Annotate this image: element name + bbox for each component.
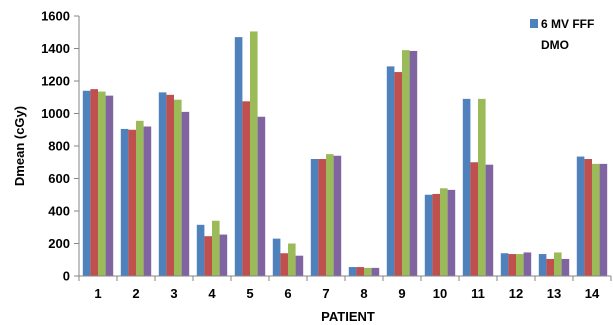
x-tick-label: 1 [94, 286, 101, 301]
bar-6-mv-fff-patient-9 [386, 66, 395, 277]
bar-series-4-patient-9 [409, 50, 418, 276]
bar-dmo-patient-4 [204, 236, 212, 276]
bar-dmo-patient-10 [432, 193, 440, 276]
y-tick-label: 600 [48, 171, 70, 186]
bar-6-mv-fff-patient-3 [158, 92, 167, 277]
x-tick-label: 14 [585, 286, 600, 301]
bar-dmo-patient-12 [508, 254, 516, 276]
bar-dmo-patient-6 [280, 253, 288, 276]
x-tick-label: 13 [547, 286, 561, 301]
bar-series-4-patient-3 [181, 111, 190, 277]
bar-series-4-patient-7 [333, 155, 342, 276]
bar-series-4-patient-6 [295, 255, 304, 276]
bar-6-mv-fff-patient-6 [272, 238, 281, 277]
bar-series-3-patient-6 [288, 243, 296, 276]
x-tick-label: 3 [170, 286, 177, 301]
bar-series-3-patient-12 [516, 254, 524, 276]
bar-series-3-patient-11 [478, 98, 486, 277]
bar-6-mv-fff-patient-13 [538, 254, 547, 276]
bar-dmo-patient-5 [242, 101, 250, 276]
x-tick-label: 2 [132, 286, 139, 301]
x-tick-label: 8 [360, 286, 367, 301]
bar-dmo-patient-2 [128, 129, 136, 276]
bar-series-4-patient-2 [143, 126, 152, 276]
bar-series-4-patient-4 [219, 234, 228, 276]
bar-6-mv-fff-patient-1 [82, 90, 91, 276]
bar-series-3-patient-5 [250, 31, 258, 276]
y-tick-label: 800 [48, 139, 70, 154]
y-tick-label: 200 [48, 236, 70, 251]
bar-series-4-patient-13 [561, 258, 570, 276]
bar-dmo-patient-11 [470, 162, 478, 276]
y-tick-label: 400 [48, 204, 70, 219]
bar-series-3-patient-10 [440, 188, 448, 276]
x-tick-label: 10 [433, 286, 447, 301]
bar-dmo-patient-3 [166, 94, 174, 276]
bar-series-4-patient-14 [599, 163, 608, 277]
x-tick-label: 11 [471, 286, 485, 301]
y-tick-label: 1400 [41, 41, 70, 56]
bar-dmo-patient-8 [356, 267, 364, 276]
y-axis-title: Dmean (cGy) [12, 106, 27, 186]
bar-series-4-patient-8 [371, 267, 380, 277]
y-tick-label: 1600 [41, 9, 70, 24]
bar-6-mv-fff-patient-14 [576, 156, 585, 276]
bar-series-3-patient-3 [174, 99, 182, 276]
bar-6-mv-fff-patient-2 [120, 128, 129, 276]
y-tick-label: 1000 [41, 106, 70, 121]
x-tick-label: 9 [398, 286, 405, 301]
bar-series-4-patient-10 [447, 189, 456, 277]
bar-series-4-patient-1 [105, 95, 114, 277]
x-axis-title: PATIENT [321, 309, 375, 324]
x-tick-label: 4 [208, 286, 216, 301]
bar-series-4-patient-5 [257, 116, 266, 276]
bar-6-mv-fff-patient-8 [348, 267, 357, 276]
x-tick-label: 6 [284, 286, 291, 301]
bar-series-3-patient-4 [212, 220, 220, 276]
bar-6-mv-fff-patient-11 [462, 98, 471, 277]
legend-swatch [530, 19, 538, 28]
bar-dmo-patient-7 [318, 159, 326, 276]
bar-dmo-patient-9 [394, 72, 402, 276]
legend-label: DMO [541, 38, 569, 52]
bar-series-3-patient-13 [554, 252, 562, 276]
bar-series-3-patient-2 [136, 120, 144, 276]
bar-dmo-patient-1 [90, 89, 98, 277]
bar-series-3-patient-14 [592, 163, 600, 277]
bar-series-4-patient-12 [523, 252, 532, 276]
x-tick-label: 7 [322, 286, 329, 301]
bar-series-3-patient-1 [98, 91, 106, 276]
bar-6-mv-fff-patient-5 [234, 37, 243, 277]
bar-dmo-patient-13 [546, 258, 554, 276]
bar-6-mv-fff-patient-7 [310, 159, 319, 276]
bar-series-3-patient-8 [364, 267, 372, 277]
legend-label: 6 MV FFF [541, 17, 594, 31]
bar-series-3-patient-9 [402, 50, 410, 277]
bar-6-mv-fff-patient-10 [424, 194, 433, 276]
y-tick-label: 0 [63, 269, 70, 284]
bar-dmo-patient-14 [584, 159, 592, 276]
bar-series-4-patient-11 [485, 164, 494, 276]
y-tick-label: 1200 [41, 74, 70, 89]
bar-6-mv-fff-patient-4 [196, 224, 205, 276]
bar-6-mv-fff-patient-12 [500, 253, 509, 276]
x-tick-label: 12 [509, 286, 523, 301]
bar-series-3-patient-7 [326, 154, 334, 277]
x-tick-label: 5 [246, 286, 253, 301]
